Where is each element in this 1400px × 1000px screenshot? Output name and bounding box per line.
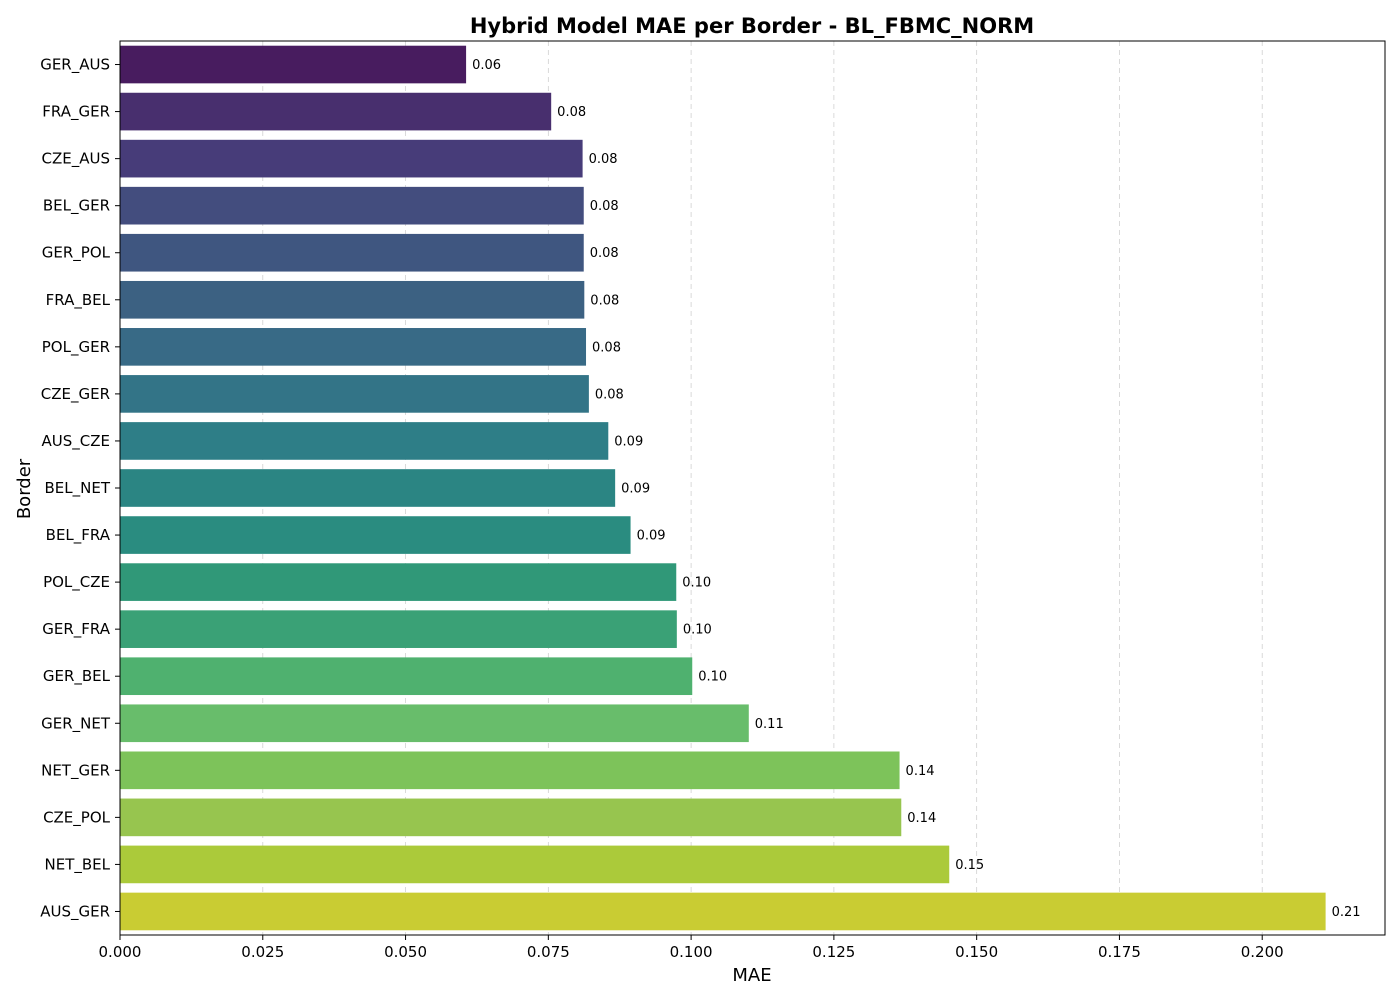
bar-ger-pol <box>120 233 584 272</box>
y-tick-label: AUS_CZE <box>42 432 111 451</box>
data-label: 0.08 <box>589 152 618 167</box>
chart-title: Hybrid Model MAE per Border - BL_FBMC_NO… <box>470 14 1034 38</box>
y-tick-label: GER_BEL <box>43 667 111 686</box>
data-label: 0.08 <box>590 246 619 261</box>
bar-bel-net <box>120 469 616 507</box>
bar-cze-aus <box>120 139 583 178</box>
data-label: 0.08 <box>590 199 619 214</box>
y-tick-label: BEL_NET <box>45 479 111 498</box>
y-axis-title: Border <box>14 458 35 519</box>
x-tick-label: 0.150 <box>955 943 998 961</box>
bar-aus-ger <box>120 892 1326 931</box>
x-tick-label: 0.075 <box>527 943 570 961</box>
x-axis-title: MAE <box>732 965 771 986</box>
bar-net-ger <box>120 751 900 790</box>
data-label: 0.10 <box>682 576 711 591</box>
y-axis-ticks: GER_AUS FRA_GER CZE_AUS BEL_GER GER_POL FRA_B… <box>40 56 120 921</box>
y-tick-label: CZE_GER <box>41 385 110 404</box>
bar-pol-cze <box>120 563 677 601</box>
bar-pol-ger <box>120 328 587 366</box>
bars: 0.06 0.08 0.08 0.08 0.08 0.08 0.08 0.08 0.09 0.09… <box>120 45 1361 931</box>
data-label: 0.08 <box>595 387 624 402</box>
y-tick-label: CZE_POL <box>43 808 111 827</box>
data-label: 0.10 <box>683 623 712 638</box>
data-label: 0.09 <box>637 529 666 544</box>
data-label: 0.08 <box>590 293 619 308</box>
bar-fra-ger <box>120 92 552 131</box>
y-tick-label: NET_GER <box>41 761 110 780</box>
y-tick-label: GER_FRA <box>42 620 110 639</box>
data-label: 0.14 <box>906 764 935 779</box>
x-tick-label: 0.200 <box>1241 943 1284 961</box>
bar-bel-ger <box>120 186 584 225</box>
y-tick-label: GER_NET <box>41 714 111 733</box>
data-label: 0.21 <box>1332 905 1361 920</box>
x-tick-label: 0.000 <box>99 943 142 961</box>
data-label: 0.11 <box>755 717 784 732</box>
data-label: 0.15 <box>955 858 984 873</box>
x-tick-label: 0.050 <box>384 943 427 961</box>
data-label: 0.14 <box>907 811 936 826</box>
data-label: 0.09 <box>621 482 650 497</box>
bar-fra-bel <box>120 280 585 319</box>
y-tick-label: GER_AUS <box>40 56 110 75</box>
bar-ger-fra <box>120 610 677 648</box>
y-tick-label: GER_POL <box>42 244 111 263</box>
data-label: 0.06 <box>472 58 501 73</box>
x-tick-label: 0.025 <box>241 943 284 961</box>
bar-ger-aus <box>120 45 467 84</box>
bar-net-bel <box>120 845 950 884</box>
x-axis-ticks: 0.000 0.025 0.050 0.075 0.100 0.125 0.150 0.175… <box>99 935 1284 961</box>
x-tick-label: 0.175 <box>1098 943 1141 961</box>
data-label: 0.10 <box>698 670 727 685</box>
y-tick-label: FRA_BEL <box>46 291 111 310</box>
x-tick-label: 0.100 <box>670 943 713 961</box>
y-tick-label: AUS_GER <box>40 902 110 921</box>
y-tick-label: BEL_FRA <box>46 526 111 545</box>
y-tick-label: FRA_GER <box>42 103 110 122</box>
bar-aus-cze <box>120 422 609 460</box>
bar-cze-pol <box>120 798 902 837</box>
y-tick-label: BEL_GER <box>43 197 110 216</box>
bar-cze-ger <box>120 375 589 413</box>
x-tick-label: 0.125 <box>812 943 855 961</box>
y-tick-label: NET_BEL <box>45 855 111 874</box>
data-label: 0.08 <box>592 340 621 355</box>
bar-ger-bel <box>120 657 693 696</box>
y-tick-label: POL_CZE <box>43 573 110 592</box>
y-tick-label: POL_GER <box>42 338 110 357</box>
bar-ger-net <box>120 704 749 743</box>
data-label: 0.09 <box>614 434 643 449</box>
bar-bel-fra <box>120 516 631 554</box>
data-label: 0.08 <box>557 105 586 120</box>
y-tick-label: CZE_AUS <box>42 150 111 169</box>
